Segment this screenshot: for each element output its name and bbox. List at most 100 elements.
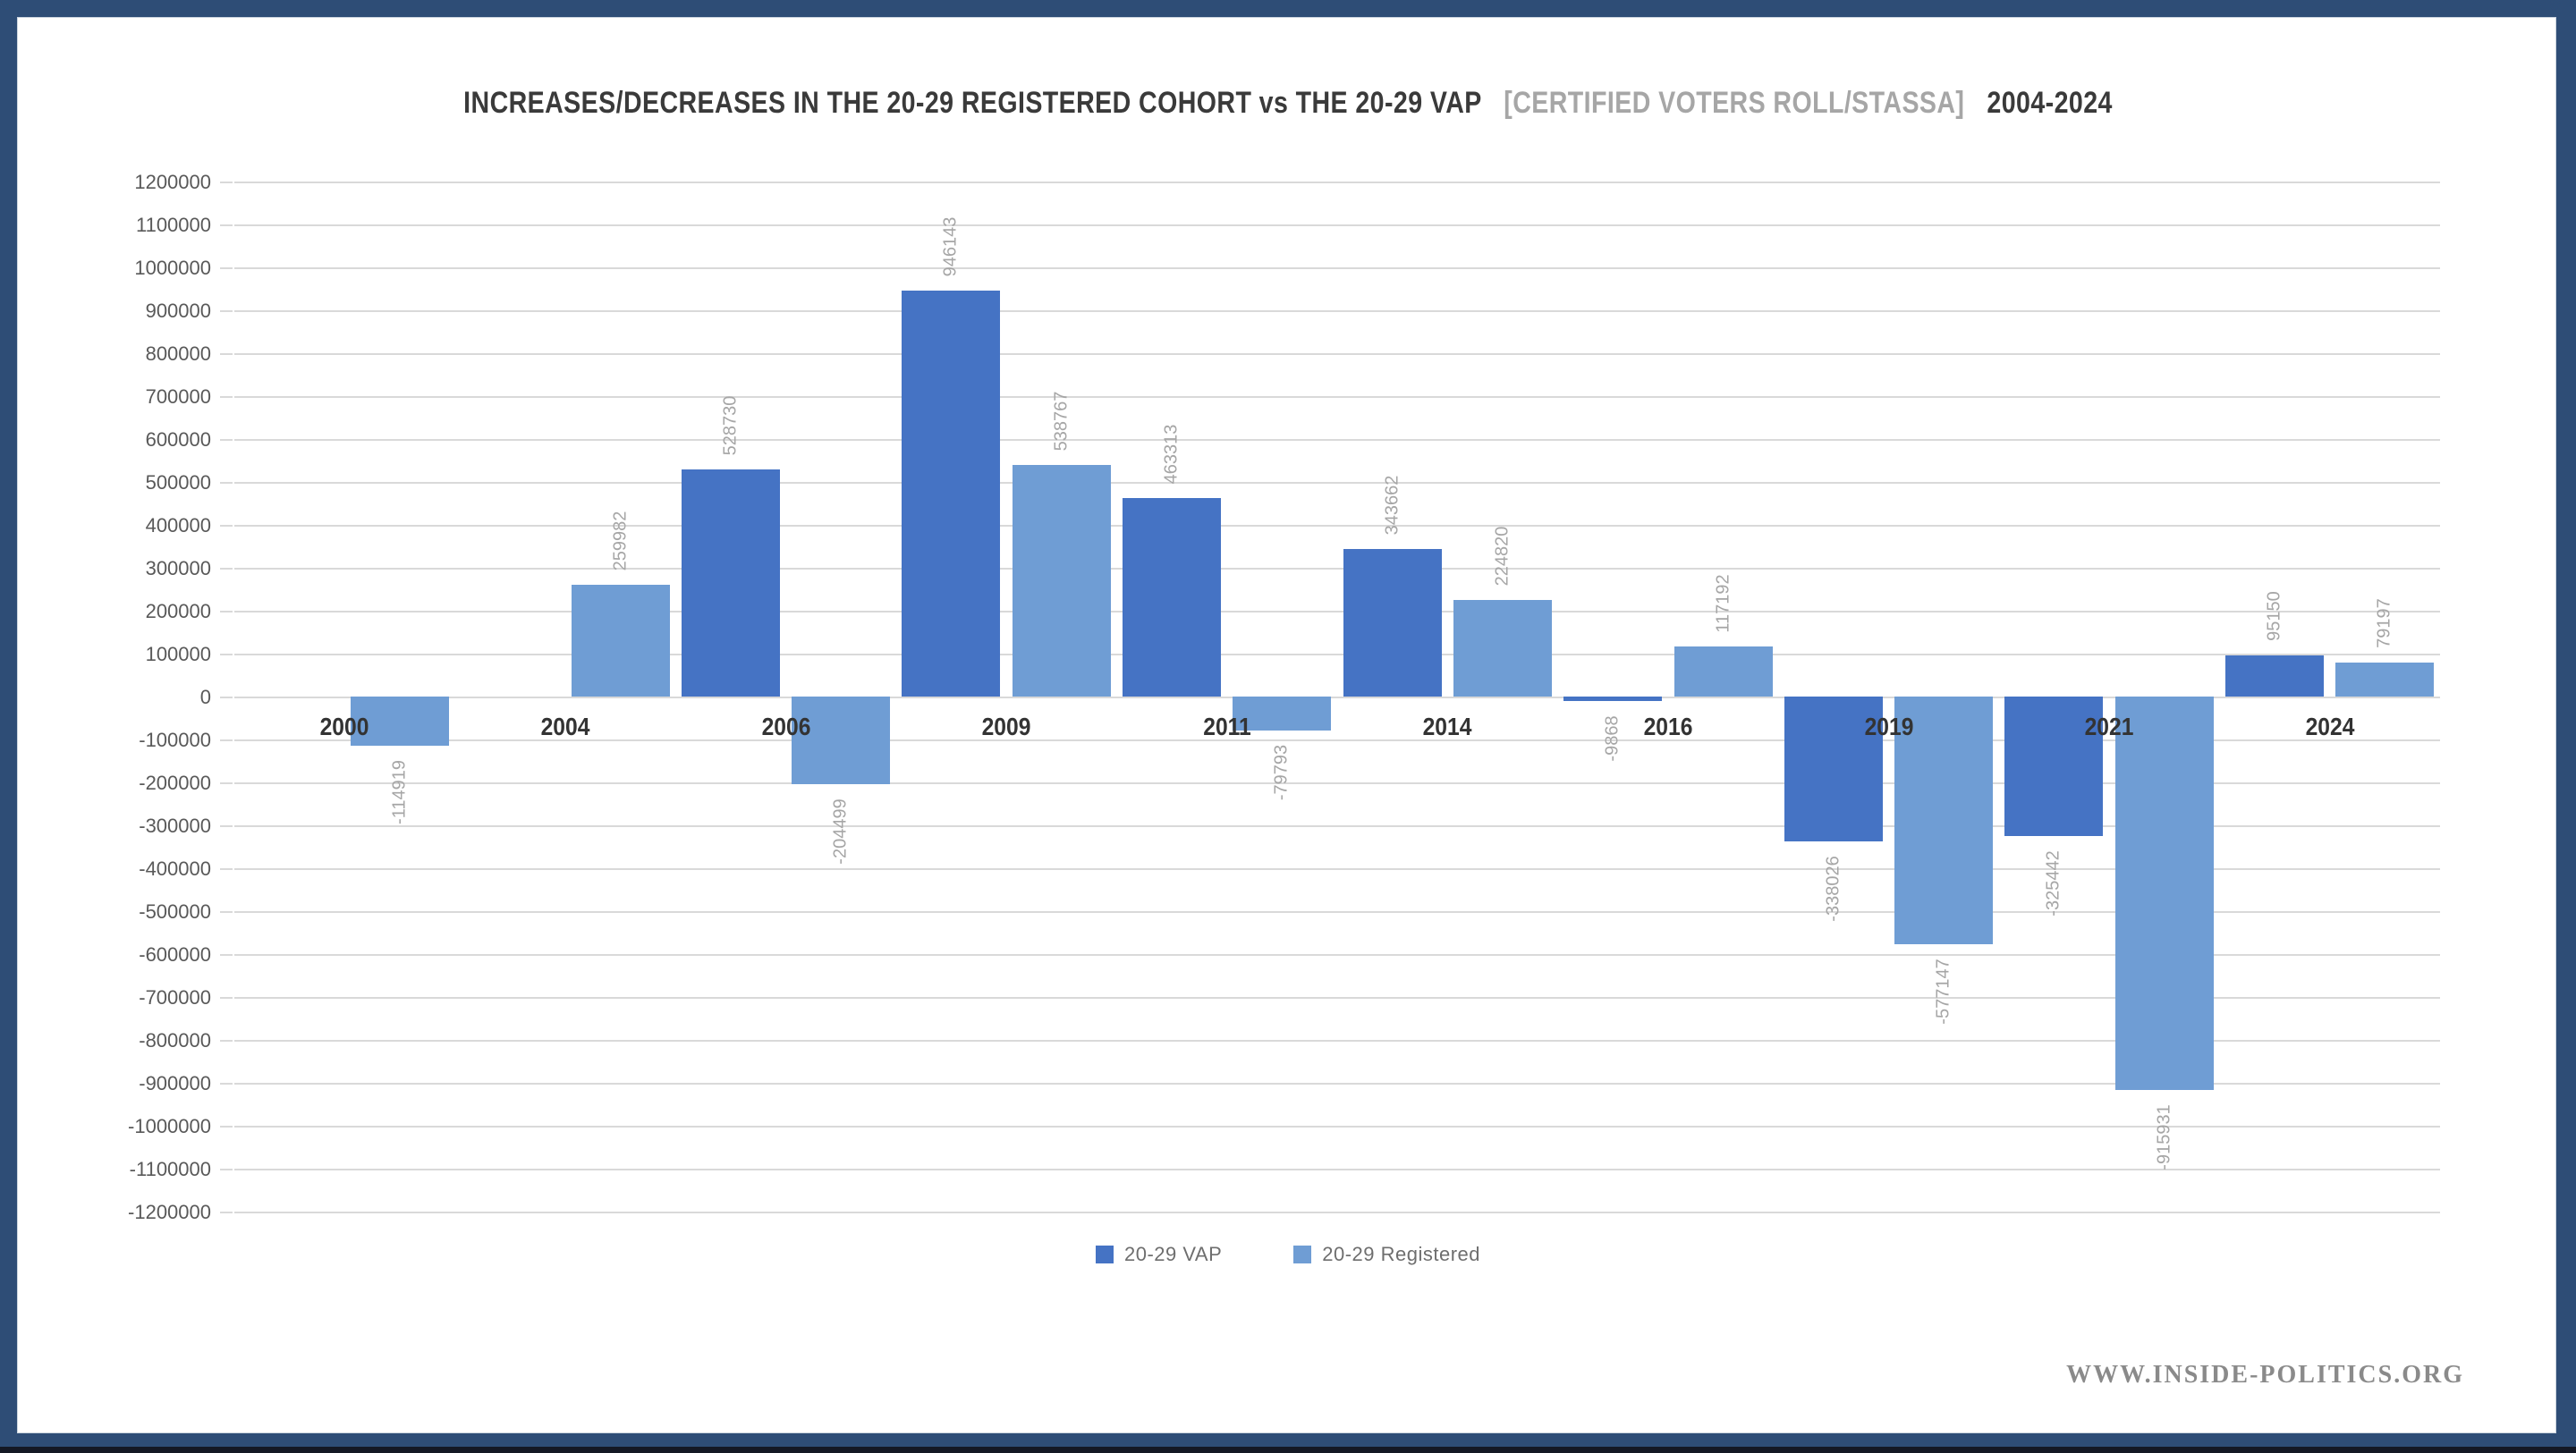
frame-right-bar xyxy=(2556,0,2576,1453)
gridline--100000 xyxy=(234,739,2440,741)
bar-value-label-20-29-registered-2004: 259982 xyxy=(610,511,631,570)
axis-tick--700000 xyxy=(220,997,233,999)
legend-label-registered: 20-29 Registered xyxy=(1322,1243,1481,1265)
y-axis-label-300000: 300000 xyxy=(145,557,211,579)
axis-tick--200000 xyxy=(220,782,233,784)
gridline-400000 xyxy=(234,525,2440,527)
legend-item-vap: 20-29 VAP xyxy=(1095,1243,1223,1266)
axis-tick-1200000 xyxy=(220,182,233,183)
y-axis-label--1200000: -1200000 xyxy=(128,1201,211,1223)
y-axis-label-400000: 400000 xyxy=(145,514,211,536)
chart-title: INCREASES/DECREASES IN THE 20-29 REGISTE… xyxy=(206,86,2369,121)
y-axis-label--500000: -500000 xyxy=(139,900,211,923)
axis-tick--100000 xyxy=(220,739,233,741)
gridline-200000 xyxy=(234,611,2440,612)
x-axis-label-2000: 2000 xyxy=(319,713,369,740)
gridline-700000 xyxy=(234,396,2440,398)
gridline-1000000 xyxy=(234,267,2440,269)
y-axis-label--300000: -300000 xyxy=(139,815,211,837)
legend-label-vap: 20-29 VAP xyxy=(1123,1243,1223,1265)
gridline-900000 xyxy=(234,310,2440,312)
chart-title-main: INCREASES/DECREASES IN THE 20-29 REGISTE… xyxy=(463,86,1482,120)
gridline--900000 xyxy=(234,1083,2440,1085)
bar-value-label-20-29-registered-2014: 224820 xyxy=(1492,526,1513,586)
gridline--1200000 xyxy=(234,1212,2440,1213)
bar-value-label-20-29-registered-2021: -915931 xyxy=(2154,1103,2174,1170)
bar-value-label-20-29-vap-2016: -9868 xyxy=(1602,714,1623,762)
gridline--1000000 xyxy=(234,1126,2440,1128)
y-axis-label--800000: -800000 xyxy=(139,1029,211,1052)
bar-value-label-20-29-vap-2009: 946143 xyxy=(940,216,961,276)
legend-swatch-registered xyxy=(1293,1246,1312,1263)
frame-left-bar xyxy=(0,0,17,1453)
bar-20-29-vap-2011 xyxy=(1123,498,1221,697)
axis-tick-100000 xyxy=(220,654,233,655)
x-axis-label-2011: 2011 xyxy=(1203,713,1251,740)
y-axis-label-600000: 600000 xyxy=(145,428,211,451)
bar-20-29-vap-2014 xyxy=(1343,549,1442,697)
bar-value-label-20-29-registered-2019: -577147 xyxy=(1933,958,1953,1025)
y-axis-label-0: 0 xyxy=(199,686,211,708)
legend: 20-29 VAP 20-29 Registered xyxy=(0,1243,2576,1266)
bar-20-29-registered-2016 xyxy=(1674,646,1773,697)
bar-value-label-20-29-registered-2006: -204499 xyxy=(830,798,851,865)
bar-value-label-20-29-vap-2019: -338026 xyxy=(1823,855,1843,922)
y-axis-label-700000: 700000 xyxy=(145,385,211,408)
y-axis-label--400000: -400000 xyxy=(139,857,211,880)
axis-tick-1100000 xyxy=(220,224,233,226)
axis-tick-200000 xyxy=(220,611,233,612)
y-axis-label--900000: -900000 xyxy=(139,1072,211,1094)
frame-bottom-bar xyxy=(0,1433,2576,1447)
axis-tick--1000000 xyxy=(220,1126,233,1128)
website-watermark: WWW.INSIDE-POLITICS.ORG xyxy=(2066,1361,2464,1389)
frame-bottom-edge xyxy=(0,1447,2576,1453)
axis-tick-1000000 xyxy=(220,267,233,269)
gridline-800000 xyxy=(234,353,2440,355)
bar-20-29-registered-2004 xyxy=(572,585,670,697)
y-axis-label--1100000: -1100000 xyxy=(129,1158,211,1180)
gridline-1100000 xyxy=(234,224,2440,226)
legend-swatch-vap xyxy=(1095,1246,1114,1263)
bar-value-label-20-29-vap-2014: 343662 xyxy=(1382,475,1402,535)
bar-20-29-vap-2021 xyxy=(2004,697,2103,836)
chart-title-source: [CERTIFIED VOTERS ROLL/STASSA] xyxy=(1504,86,1965,120)
x-axis-label-2009: 2009 xyxy=(981,713,1031,740)
axis-tick--600000 xyxy=(220,954,233,956)
bar-value-label-20-29-registered-2000: -114919 xyxy=(389,760,410,824)
y-axis-label--1000000: -1000000 xyxy=(128,1115,211,1137)
bar-20-29-vap-2016 xyxy=(1563,697,1662,701)
bar-value-label-20-29-vap-2021: -325442 xyxy=(2043,849,2063,917)
x-axis-label-2019: 2019 xyxy=(1864,713,1914,740)
y-axis-label-1100000: 1100000 xyxy=(135,214,211,236)
gridline-0 xyxy=(234,697,2440,698)
bar-20-29-registered-2011 xyxy=(1233,697,1331,731)
frame-top-bar xyxy=(0,0,2576,17)
axis-tick-800000 xyxy=(220,353,233,355)
y-axis-label--200000: -200000 xyxy=(139,772,211,794)
x-axis-label-2016: 2016 xyxy=(1643,713,1693,740)
gridline--300000 xyxy=(234,825,2440,827)
gridline--500000 xyxy=(234,911,2440,913)
axis-tick-500000 xyxy=(220,482,233,484)
bar-20-29-vap-2006 xyxy=(682,469,780,697)
axis-tick-700000 xyxy=(220,396,233,398)
bar-20-29-vap-2009 xyxy=(902,291,1000,697)
y-axis-label--100000: -100000 xyxy=(139,729,211,751)
bar-20-29-registered-2009 xyxy=(1013,465,1111,697)
bar-20-29-registered-2019 xyxy=(1894,697,1993,944)
axis-tick--800000 xyxy=(220,1040,233,1042)
y-axis-label-900000: 900000 xyxy=(145,300,211,322)
gridline--1100000 xyxy=(234,1169,2440,1170)
x-axis-label-2006: 2006 xyxy=(761,713,811,740)
x-axis-label-2014: 2014 xyxy=(1422,713,1472,740)
legend-item-registered: 20-29 Registered xyxy=(1293,1243,1480,1266)
bar-20-29-registered-2014 xyxy=(1453,600,1552,697)
gridline--400000 xyxy=(234,868,2440,870)
bar-value-label-20-29-vap-2024: 95150 xyxy=(2264,591,2284,641)
x-axis-label-2021: 2021 xyxy=(2084,713,2134,740)
bar-20-29-registered-2021 xyxy=(2115,697,2214,1090)
bar-value-label-20-29-registered-2016: 117192 xyxy=(1713,573,1733,633)
bar-value-label-20-29-vap-2011: 463313 xyxy=(1161,424,1182,484)
axis-tick--1200000 xyxy=(220,1212,233,1213)
